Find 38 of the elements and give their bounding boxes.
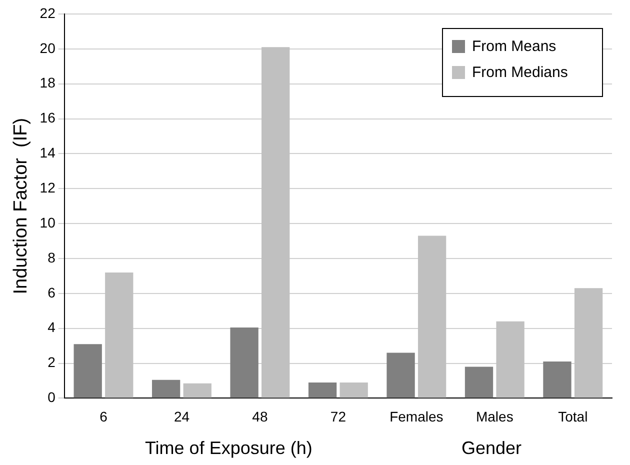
bar <box>496 321 524 398</box>
y-tick-label: 18 <box>40 74 56 91</box>
bar <box>386 352 415 398</box>
bar <box>418 236 446 398</box>
bar <box>464 366 494 398</box>
y-tick-label: 10 <box>40 214 56 230</box>
bar <box>308 382 337 398</box>
y-tick-label: 2 <box>48 354 56 370</box>
x-tick-label: 72 <box>330 408 346 424</box>
y-tick-label: 12 <box>40 179 56 196</box>
bar <box>262 47 290 398</box>
text: Gender <box>462 438 522 458</box>
x-tick-label: 24 <box>174 408 190 424</box>
legend-label: From Means <box>472 38 556 56</box>
bar <box>574 288 603 398</box>
bar <box>74 344 102 398</box>
y-tick-label: 22 <box>40 4 56 21</box>
y-tick-label: 16 <box>40 110 56 126</box>
x-tick-label: 48 <box>252 408 268 424</box>
bar <box>340 382 368 398</box>
x-tick-label: Total <box>558 408 588 424</box>
y-tick-label: 6 <box>48 284 56 300</box>
x-axis-title: Time of Exposure (h) <box>144 438 312 458</box>
bar <box>183 383 212 398</box>
y-tick-label: 20 <box>40 40 56 56</box>
y-tick-label: 4 <box>48 319 56 336</box>
x-tick-label: 6 <box>100 408 108 424</box>
bar <box>152 380 180 398</box>
bar <box>105 272 134 398</box>
y-tick-label: 14 <box>40 144 56 161</box>
bar <box>230 327 258 398</box>
y-tick-label: 0 <box>48 389 56 406</box>
legend-label: From Medians <box>472 64 568 82</box>
x-tick-label: Males <box>476 408 514 424</box>
bar <box>543 362 572 398</box>
y-axis-title: Induction Factor (IF) <box>10 118 32 294</box>
y-tick-label: 8 <box>48 249 56 266</box>
x-tick-label: Females <box>390 408 444 424</box>
